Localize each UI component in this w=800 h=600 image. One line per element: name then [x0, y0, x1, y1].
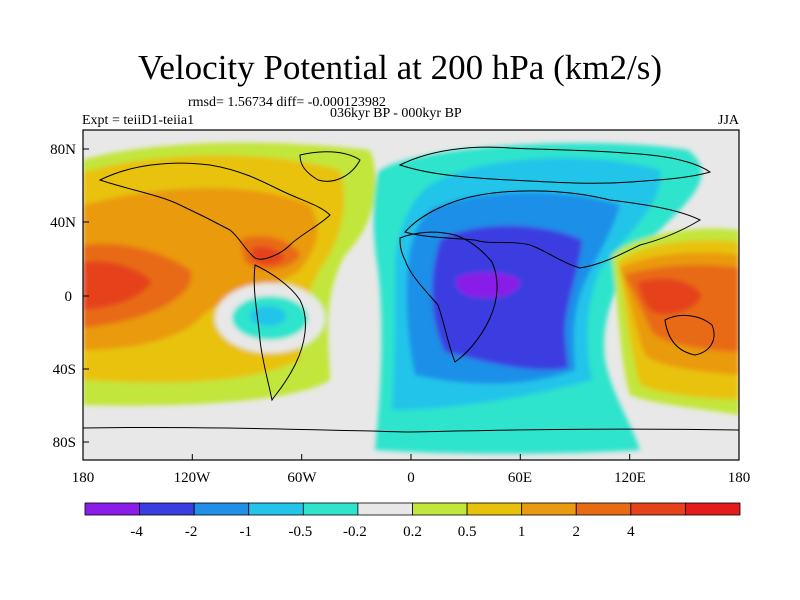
figure-title: Velocity Potential at 200 hPa (km2/s)	[138, 48, 662, 87]
colorbar-label: -4	[130, 524, 143, 540]
experiment-label: Expt = teiiD1-teiia1	[82, 113, 195, 128]
colorbar-label: -0.5	[288, 524, 312, 540]
lat-tick-80n: 80N	[50, 142, 76, 158]
colorbar-label: -1	[240, 524, 253, 540]
lat-tick-40n: 40N	[50, 215, 76, 231]
contour-level-4	[83, 261, 152, 310]
colorbar-label: 0.5	[458, 524, 477, 540]
lon-tick-60w: 60W	[287, 470, 317, 486]
lon-tick-180e: 180	[728, 470, 751, 486]
colorbar-swatch	[139, 502, 195, 516]
contour-level-neg-2	[432, 225, 582, 370]
colorbar-swatch	[630, 502, 686, 516]
colorbar-label: 0.2	[403, 524, 422, 540]
lon-tick-180w: 180	[72, 470, 95, 486]
lon-tick-120e: 120E	[614, 470, 646, 486]
tick-marks	[82, 148, 740, 460]
contour-level-east-4	[638, 278, 702, 315]
colorbar-label: 1	[518, 524, 526, 540]
colorbar-label: -0.2	[343, 524, 367, 540]
colorbar-swatch	[685, 502, 741, 516]
colorbar-label: 4	[627, 524, 635, 540]
contour-fill-layer	[83, 142, 739, 454]
lat-tick-80s: 80S	[53, 435, 76, 451]
stats-label: rmsd= 1.56734 diff= -0.000123982	[188, 95, 386, 110]
lon-tick-60e: 60E	[508, 470, 532, 486]
colorbar-swatch	[575, 502, 632, 516]
contour-level-neg-4	[455, 272, 520, 298]
colorbar-swatch	[248, 502, 304, 516]
colorbar-swatch	[521, 502, 577, 516]
lon-tick-120w: 120W	[174, 470, 212, 486]
colorbar-label: -2	[185, 524, 198, 540]
coastlines	[83, 146, 739, 433]
season-label: JJA	[718, 113, 740, 128]
period-label: 036kyr BP - 000kyr BP	[330, 106, 462, 121]
colorbar-label: 2	[573, 524, 581, 540]
colorbar-swatch	[84, 502, 140, 516]
colorbar-swatch	[302, 502, 359, 516]
colorbar-swatch	[412, 502, 468, 516]
lat-tick-40s: 40S	[53, 362, 76, 378]
lat-tick-0: 0	[65, 289, 73, 305]
colorbar-swatch	[193, 502, 250, 516]
colorbar-swatch	[357, 502, 413, 516]
colorbar-swatch	[466, 502, 523, 516]
colorbar: -4 -2 -1 -0.5 -0.2 0.2 0.5 1 2 4	[84, 502, 741, 540]
lon-tick-0: 0	[407, 470, 415, 486]
